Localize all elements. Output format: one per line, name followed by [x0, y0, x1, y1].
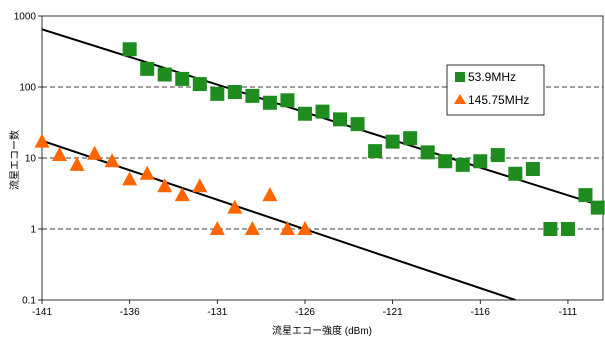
axis-ticks: 0.1 1 10 100 1000 -141 -136 -131 -126 -121 -116 -11…	[14, 12, 578, 319]
x-axis-title: 流星エコー強度 (dBm)	[272, 324, 372, 337]
data-point-145-75mhz	[69, 156, 85, 171]
data-point-145-75mhz	[104, 153, 120, 168]
data-point-145-75mhz	[122, 171, 138, 186]
trend-line-145-75mhz	[42, 139, 516, 300]
y-tick-label: 0.1	[22, 296, 36, 307]
x-tick-label: -116	[471, 307, 491, 318]
data-point-53-9mhz	[227, 85, 242, 100]
data-point-145-75mhz	[87, 145, 103, 160]
data-points	[34, 42, 605, 236]
data-point-145-75mhz	[139, 165, 155, 180]
legend-label-53-9mhz: 53.9MHz	[468, 70, 516, 84]
data-point-145-75mhz	[192, 178, 208, 193]
y-axis-title: 流星エコー数	[8, 130, 21, 190]
data-point-53-9mhz	[590, 200, 605, 215]
x-tick-label: -121	[383, 307, 403, 318]
data-point-145-75mhz	[262, 187, 278, 202]
y-tick-label: 1000	[14, 12, 37, 23]
data-point-145-75mhz	[157, 178, 173, 193]
data-point-53-9mhz	[297, 106, 312, 121]
data-point-53-9mhz	[245, 88, 260, 103]
data-point-53-9mhz	[473, 154, 488, 169]
data-point-53-9mhz	[368, 144, 383, 159]
legend-box	[446, 64, 545, 116]
data-point-53-9mhz	[543, 222, 558, 236]
data-point-53-9mhz	[438, 154, 453, 169]
data-point-145-75mhz	[297, 221, 313, 235]
legend-marker-145-75mhz	[454, 94, 466, 104]
data-point-145-75mhz	[34, 133, 50, 148]
data-point-53-9mhz	[403, 131, 418, 146]
y-tick-label: 1	[30, 225, 36, 236]
data-point-53-9mhz	[280, 93, 295, 108]
data-point-53-9mhz	[508, 166, 523, 181]
x-tick-label: -136	[120, 307, 140, 318]
data-point-53-9mhz	[560, 222, 575, 236]
data-point-53-9mhz	[350, 117, 365, 132]
data-point-145-75mhz	[174, 187, 190, 202]
data-point-53-9mhz	[140, 61, 155, 76]
data-point-53-9mhz	[490, 148, 505, 163]
data-point-53-9mhz	[385, 134, 400, 149]
x-tick-label: -141	[32, 307, 52, 318]
data-point-53-9mhz	[455, 157, 470, 172]
data-point-145-75mhz	[244, 221, 260, 235]
data-point-53-9mhz	[420, 145, 435, 160]
x-tick-label: -126	[295, 307, 315, 318]
data-point-53-9mhz	[157, 67, 172, 82]
data-point-53-9mhz	[578, 188, 593, 203]
legend-marker-53-9mhz	[455, 72, 465, 82]
y-tick-label: 10	[25, 154, 37, 165]
data-point-53-9mhz	[315, 104, 330, 119]
data-point-145-75mhz	[52, 147, 68, 162]
data-point-145-75mhz	[279, 221, 295, 235]
data-point-53-9mhz	[192, 77, 207, 92]
data-point-145-75mhz	[209, 221, 225, 235]
x-tick-label: -131	[207, 307, 227, 318]
legend-label-145-75mhz: 145.75MHz	[468, 93, 529, 107]
data-point-53-9mhz	[333, 112, 348, 127]
x-tick-label: -111	[559, 307, 578, 318]
data-point-53-9mhz	[210, 86, 225, 101]
y-tick-label: 100	[19, 83, 36, 94]
data-point-53-9mhz	[122, 42, 137, 57]
legend: 53.9MHz 145.75MHz	[446, 64, 545, 116]
data-point-53-9mhz	[262, 95, 277, 110]
data-point-145-75mhz	[227, 199, 243, 214]
data-point-53-9mhz	[525, 161, 540, 176]
data-point-53-9mhz	[175, 71, 190, 86]
